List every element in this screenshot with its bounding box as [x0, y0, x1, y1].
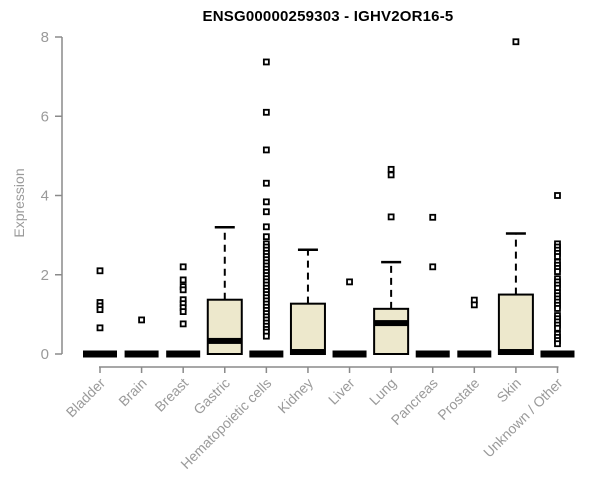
x-tick-label-prostate: Prostate: [434, 375, 482, 423]
y-tick-label: 4: [41, 188, 49, 205]
outlier-point: [554, 192, 561, 199]
outlier-point: [138, 316, 145, 324]
chart-title: ENSG00000259303 - IGHV2OR16-5: [202, 8, 454, 25]
x-tick-label-brain: Brain: [115, 375, 149, 409]
outlier-point: [179, 286, 187, 294]
median-line: [415, 350, 450, 358]
x-tick-label-bladder: Bladder: [63, 375, 109, 421]
outlier-point: [554, 253, 561, 260]
x-tick-label-kidney: Kidney: [274, 375, 316, 417]
boxplot-prostate: [457, 296, 492, 358]
outlier-point: [554, 305, 561, 312]
boxplot-hematopoietic-cells: [249, 58, 284, 358]
median-line: [332, 350, 367, 358]
boxplot-lung: [373, 165, 410, 356]
outlier-point: [179, 308, 187, 316]
median-line: [124, 350, 159, 358]
outlier-point: [262, 223, 270, 231]
x-tick-label-unknown-other: Unknown / Other: [480, 375, 566, 461]
y-axis: 0 2 4 6 8: [41, 29, 63, 363]
outlier-point: [429, 263, 437, 271]
boxplot-skin: [497, 38, 534, 356]
x-tick-label-skin: Skin: [493, 375, 524, 406]
median-line: [457, 350, 492, 358]
median-line: [166, 350, 201, 358]
outlier-point: [262, 198, 270, 206]
y-tick-label: 8: [41, 29, 49, 46]
median-line: [540, 350, 575, 358]
median-line: [249, 350, 284, 358]
median-line: [207, 337, 242, 344]
boxplot-gastric: [206, 225, 243, 355]
outlier-point: [554, 340, 561, 348]
box-iqr: [497, 293, 534, 355]
outlier-point: [387, 213, 395, 221]
outlier-point: [96, 306, 104, 314]
y-tick-label: 6: [41, 108, 49, 125]
outlier-point: [554, 324, 561, 332]
boxplot-unknown-other: [540, 192, 575, 358]
x-tick-label-lung: Lung: [366, 375, 399, 408]
median-line: [290, 349, 325, 356]
outlier-point: [387, 171, 395, 179]
outlier-point: [96, 324, 104, 332]
boxplot-breast: [166, 263, 201, 358]
boxplot-liver: [332, 278, 367, 358]
outlier-point: [262, 146, 270, 154]
outlier-point: [512, 38, 520, 46]
outlier-point: [179, 276, 187, 284]
outlier-point: [346, 278, 353, 286]
outlier-point: [387, 165, 395, 173]
median-line: [374, 320, 409, 327]
boxplot-bladder: [83, 267, 117, 358]
y-tick-label: 2: [41, 267, 49, 284]
outlier-point: [262, 233, 270, 241]
box-iqr: [206, 298, 243, 355]
outlier-point: [262, 108, 270, 116]
outlier-point: [262, 208, 270, 216]
outlier-point: [470, 301, 478, 309]
median-line: [83, 350, 117, 358]
x-tick-label-liver: Liver: [325, 375, 358, 408]
box-iqr: [373, 307, 410, 356]
boxplot-brain: [124, 316, 159, 358]
boxplot-kidney: [289, 248, 326, 356]
outlier-point: [179, 320, 187, 328]
outlier-point: [262, 58, 270, 66]
y-axis-title: Expression: [11, 168, 27, 238]
outlier-point: [179, 263, 187, 271]
box-iqr: [289, 302, 326, 355]
outlier-point: [262, 332, 270, 340]
y-tick-label: 0: [41, 346, 49, 363]
outlier-point: [554, 268, 561, 275]
outlier-point: [96, 267, 104, 275]
median-line: [498, 349, 533, 356]
boxplot-pancreas: [415, 213, 450, 358]
x-tick-label-breast: Breast: [151, 375, 191, 415]
outlier-point: [262, 179, 270, 187]
outlier-point: [429, 213, 437, 221]
